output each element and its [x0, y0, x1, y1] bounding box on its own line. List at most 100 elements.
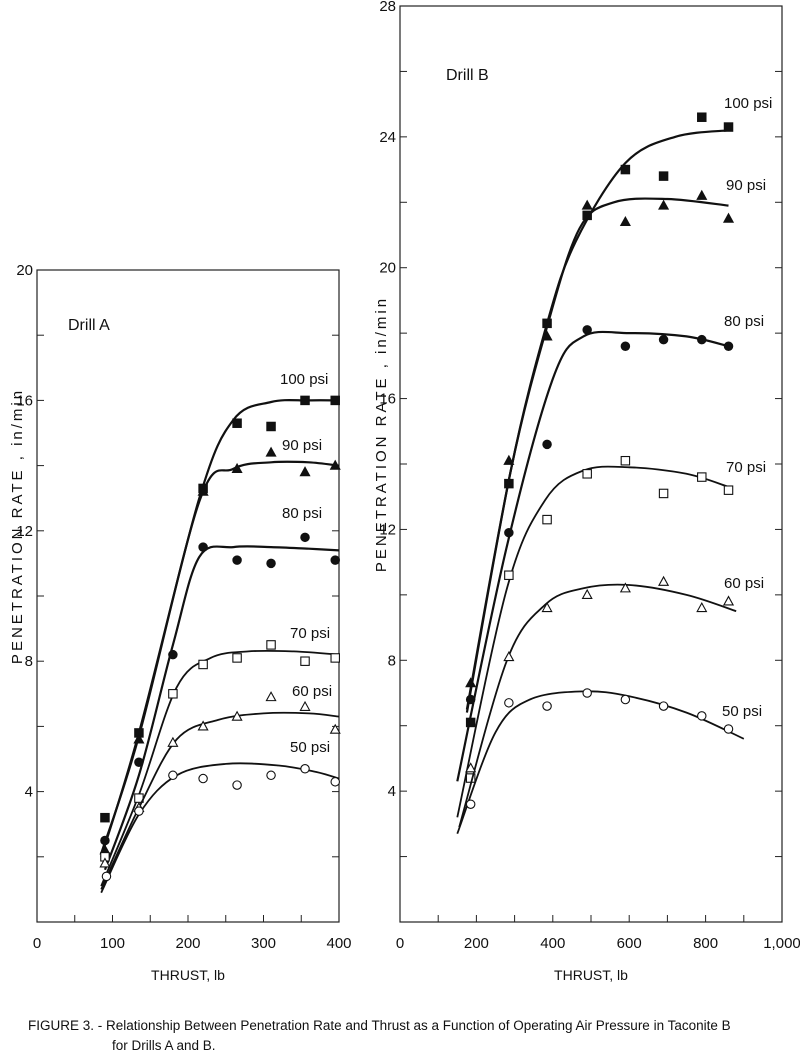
chart-2-curve-100-psi [465, 129, 729, 713]
chart-1-point-50-psi [198, 773, 208, 784]
chart-2-x-tick-label: 800 [693, 935, 718, 952]
chart-2-point-60-psi [619, 582, 631, 593]
chart-2-y-tick-label: 24 [379, 129, 396, 146]
chart-1-point-100-psi [330, 395, 340, 406]
chart-1-series-70-psi: 70 psi [100, 625, 340, 887]
chart-2-point-80-psi [697, 334, 707, 345]
chart-1-point-100-psi [300, 395, 310, 406]
chart-2-point-80-psi [658, 334, 669, 345]
chart-1-panel-label: Drill A [68, 317, 110, 334]
chart-2-point-50-psi [658, 701, 669, 711]
chart-2-series-80-psi: 80 psi [456, 313, 764, 782]
chart-1-point-80-psi [266, 558, 276, 569]
chart-1-point-80-psi [198, 542, 208, 552]
chart-2-point-60-psi [696, 601, 708, 613]
caption-line-1: FIGURE 3. - Relationship Between Penetra… [28, 1018, 731, 1033]
chart-2-point-70-psi [723, 485, 734, 495]
chart-1-curve-50-psi [100, 762, 340, 894]
chart-1-x-tick-label: 100 [100, 935, 125, 952]
chart-2-series-60-psi: 60 psi [458, 575, 764, 828]
chart-2-point-90-psi [722, 212, 735, 223]
chart-1-point-60-psi [329, 723, 341, 734]
chart-1-point-50-psi [300, 764, 310, 774]
chart-2-point-50-psi [504, 698, 514, 708]
chart-1-y-tick-label: 8 [25, 653, 33, 670]
chart-1-series-80-psi: 80 psi [100, 505, 340, 871]
figure-3: 4 8 12 16 200 100 200 300 400 THRUST, lb PENETRATI… [9, 0, 800, 983]
chart-2-curve-60-psi [458, 583, 737, 828]
chart-1-point-70-psi [266, 640, 276, 650]
chart-2-point-70-psi [542, 514, 552, 525]
chart-1-point-80-psi [330, 555, 340, 565]
chart-2-point-90-psi [541, 330, 553, 341]
chart-2-series-label-70-psi: 70 psi [726, 459, 766, 476]
chart-2-y-tick-label: 20 [379, 260, 396, 277]
chart-1-point-70-psi [198, 659, 208, 670]
chart-2-y-tick-label: 28 [379, 0, 396, 15]
chart-2-point-80-psi [620, 341, 631, 351]
chart-1-point-50-psi [134, 806, 144, 816]
chart-1-point-90-psi [299, 466, 311, 477]
chart-2-point-70-psi [504, 570, 514, 580]
chart-1-point-90-psi [133, 733, 145, 744]
chart-2-y-axis-title: PENETRATION RATE , in/min [373, 296, 390, 572]
chart-2-point-70-psi [582, 469, 592, 479]
chart-1-curve-90-psi [100, 460, 340, 854]
chart-1-point-50-psi [266, 770, 276, 781]
chart-1-point-90-psi [265, 446, 277, 457]
chart-1-point-50-psi [101, 871, 112, 882]
chart-2-point-50-psi [620, 694, 631, 705]
figure-caption: FIGURE 3. - Relationship Between Penetra… [28, 1016, 788, 1056]
chart-1-series-label-50-psi: 50 psi [290, 739, 330, 756]
chart-2-x-tick-label: 600 [617, 935, 642, 952]
chart-1-series-90-psi: 90 psi [99, 437, 341, 855]
chart-2-point-90-psi [658, 199, 670, 210]
chart-2-point-80-psi [504, 527, 514, 538]
chart-1-x-axis-title: THRUST, lb [151, 967, 225, 983]
chart-2-x-tick-label: 400 [540, 935, 565, 952]
chart-2-x-axis-title: THRUST, lb [554, 967, 628, 983]
chart-1-point-80-psi [168, 649, 178, 660]
chart-2-curve-70-psi [456, 465, 729, 818]
chart-2-point-50-psi [465, 799, 476, 809]
chart-2-point-90-psi [696, 189, 708, 200]
chart-1-point-60-psi [99, 857, 111, 868]
chart-1-point-100-psi [266, 421, 276, 432]
chart-1-point-80-psi [232, 555, 242, 565]
chart-2-panel-label: Drill B [446, 67, 489, 84]
chart-1-point-90-psi [197, 485, 209, 496]
chart-2-point-60-psi [541, 601, 553, 613]
chart-1-point-70-psi [330, 653, 340, 663]
chart-2-point-60-psi [465, 762, 477, 773]
chart-1-curve-80-psi [103, 545, 340, 871]
chart-2-point-70-psi [620, 455, 631, 466]
chart-2-series-label-80-psi: 80 psi [724, 313, 764, 330]
chart-1-x-tick-label: 300 [251, 935, 276, 952]
chart-2-point-100-psi [723, 122, 734, 132]
chart-2-y-tick-label: 4 [388, 783, 396, 800]
chart-2-series-label-100-psi: 100 psi [724, 95, 772, 112]
caption-line-2: for Drills A and B. [112, 1038, 216, 1053]
chart-1-y-tick-label: 20 [16, 262, 33, 279]
chart-2-y-tick-label: 16 [379, 391, 396, 408]
chart-2-x-tick-label: 200 [464, 935, 489, 952]
chart-1-plot-frame [36, 269, 340, 923]
chart-1-point-60-psi [231, 710, 243, 721]
chart-1-x-tick-label: 200 [175, 935, 200, 952]
chart-1-y-tick-label: 12 [16, 523, 33, 540]
chart-2-point-80-psi [582, 325, 592, 335]
chart-1-series-label-80-psi: 80 psi [282, 505, 322, 522]
chart-2-point-50-psi [697, 711, 707, 721]
chart-2-point-90-psi [503, 454, 515, 465]
chart-2-series-label-60-psi: 60 psi [724, 575, 764, 592]
chart-1-y-axis-title: PENETRATION RATE , in/min [9, 388, 26, 664]
chart-1-series-label-60-psi: 60 psi [292, 683, 332, 700]
chart-1-point-50-psi [232, 780, 242, 790]
chart-2-point-50-psi [582, 688, 592, 698]
chart-2-curve-50-psi [456, 690, 745, 835]
chart-2-point-50-psi [542, 701, 552, 711]
drill-b-chart: 4 8 12 16 20 24 28 0 200 400 600 800 1,000 THRUST, lb… [373, 0, 800, 983]
chart-2-point-90-psi [465, 677, 477, 688]
chart-2-point-80-psi [723, 341, 734, 351]
